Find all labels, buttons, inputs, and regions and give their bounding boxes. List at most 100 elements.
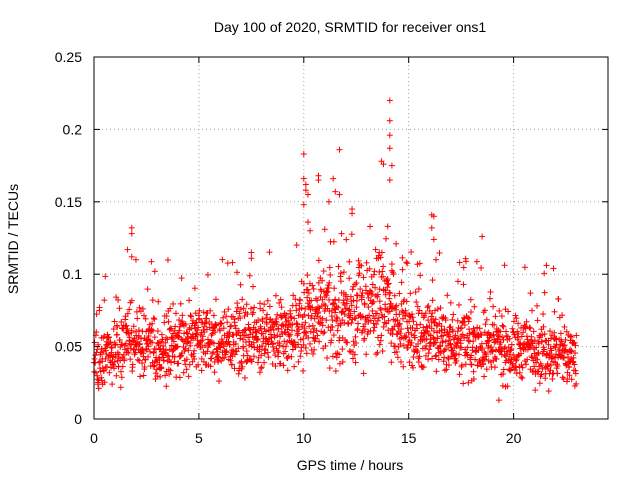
data-point xyxy=(338,230,345,237)
data-point xyxy=(432,316,439,323)
data-point xyxy=(337,270,344,277)
data-point xyxy=(518,333,525,340)
data-point xyxy=(157,373,164,380)
data-point xyxy=(381,313,388,320)
data-point xyxy=(426,346,433,353)
data-point xyxy=(295,358,302,365)
data-point xyxy=(384,223,391,230)
data-point xyxy=(361,335,368,342)
data-point xyxy=(304,286,311,293)
data-point xyxy=(385,280,392,287)
data-point xyxy=(109,381,116,388)
data-point xyxy=(468,352,475,359)
data-point xyxy=(104,363,111,370)
data-point xyxy=(314,313,321,320)
data-point xyxy=(264,349,271,356)
data-point xyxy=(542,375,549,382)
data-point xyxy=(416,353,423,360)
data-point xyxy=(155,298,162,305)
data-point xyxy=(229,313,236,320)
data-point xyxy=(567,348,574,355)
data-point xyxy=(163,313,170,320)
data-point xyxy=(340,269,347,276)
data-point xyxy=(196,315,203,322)
data-point xyxy=(283,311,290,318)
data-point xyxy=(511,367,518,374)
data-point xyxy=(258,352,265,359)
data-point xyxy=(203,315,210,322)
data-point xyxy=(559,312,566,319)
data-point xyxy=(411,334,418,341)
data-point xyxy=(288,327,295,334)
data-point xyxy=(508,341,515,348)
data-point xyxy=(217,321,224,328)
data-point xyxy=(541,331,548,338)
data-point xyxy=(291,315,298,322)
data-point xyxy=(281,338,288,345)
data-point xyxy=(367,223,374,230)
data-point xyxy=(467,309,474,316)
data-point xyxy=(429,297,436,304)
data-point xyxy=(162,372,169,379)
data-point xyxy=(115,297,122,304)
data-point xyxy=(281,329,288,336)
data-point xyxy=(454,339,461,346)
data-point xyxy=(414,303,421,310)
data-point xyxy=(163,383,170,390)
data-point xyxy=(531,337,538,344)
data-point xyxy=(121,357,128,364)
data-point xyxy=(550,265,557,272)
data-point xyxy=(374,310,381,317)
data-point xyxy=(545,341,552,348)
data-point xyxy=(498,313,505,320)
data-point xyxy=(510,351,517,358)
data-point xyxy=(358,262,365,269)
data-point xyxy=(130,323,137,330)
data-point xyxy=(511,318,518,325)
data-point xyxy=(415,359,422,366)
data-point xyxy=(183,329,190,336)
data-point xyxy=(534,302,541,309)
data-point xyxy=(103,351,110,358)
data-point xyxy=(124,325,131,332)
data-point xyxy=(403,259,410,266)
data-point xyxy=(465,379,472,386)
data-point xyxy=(335,304,342,311)
data-point xyxy=(386,289,393,296)
data-point xyxy=(276,342,283,349)
data-point xyxy=(164,358,171,365)
data-points xyxy=(90,97,580,404)
data-point xyxy=(309,304,316,311)
data-point xyxy=(493,356,500,363)
data-point xyxy=(342,291,349,298)
data-point xyxy=(547,328,554,335)
data-point xyxy=(221,354,228,361)
data-point xyxy=(420,364,427,371)
data-point xyxy=(176,317,183,324)
data-point xyxy=(398,279,405,286)
data-point xyxy=(386,117,393,124)
data-point xyxy=(219,256,226,263)
data-point xyxy=(547,362,554,369)
data-point xyxy=(232,325,239,332)
data-point xyxy=(409,364,416,371)
data-point xyxy=(153,366,160,373)
data-point xyxy=(415,286,422,293)
data-point xyxy=(135,327,142,334)
data-point xyxy=(336,146,343,153)
data-point xyxy=(527,325,534,332)
data-point xyxy=(357,286,364,293)
data-point xyxy=(134,315,141,322)
data-point xyxy=(251,304,258,311)
data-point xyxy=(326,296,333,303)
data-point xyxy=(208,355,215,362)
data-point xyxy=(128,327,135,334)
data-point xyxy=(438,323,445,330)
data-point xyxy=(491,339,498,346)
data-point xyxy=(96,359,103,366)
data-point xyxy=(444,292,451,299)
data-point xyxy=(300,151,307,158)
data-point xyxy=(127,356,134,363)
data-point xyxy=(479,345,486,352)
data-point xyxy=(453,350,460,357)
